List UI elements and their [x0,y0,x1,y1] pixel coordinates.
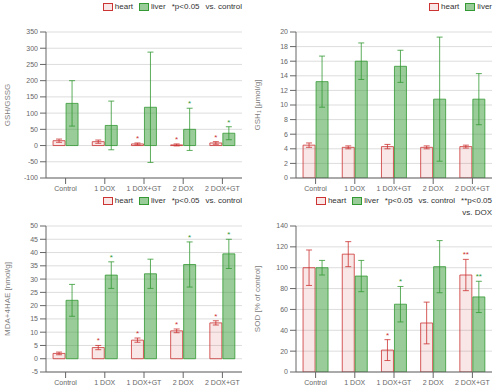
svg-text:150: 150 [26,93,38,100]
svg-text:45: 45 [30,236,38,243]
svg-text:200: 200 [26,77,38,84]
svg-text:250: 250 [26,61,38,68]
svg-text:0: 0 [34,355,38,362]
svg-text:SOD [% of control]: SOD [% of control] [253,266,262,332]
svg-text:14: 14 [280,72,288,79]
svg-text:-50: -50 [28,158,38,165]
svg-text:GSH/GSSG: GSH/GSSG [8,84,12,127]
svg-text:300: 300 [26,45,38,52]
html-text:vs. control: vs. control [205,2,242,11]
svg-text:140: 140 [276,222,288,229]
svg-text:*: * [136,134,139,143]
html-text:liver: liver [151,2,166,11]
svg-text:80: 80 [280,285,288,292]
svg-text:*: * [175,320,178,329]
html-text:heart: heart [327,196,347,205]
svg-text:20: 20 [280,348,288,355]
svg-text:50: 50 [30,126,38,133]
svg-text:10: 10 [280,101,288,108]
svg-text:1 DOX+GT: 1 DOX+GT [127,379,163,386]
svg-text:Control: Control [54,379,77,386]
svg-text:**: ** [463,250,469,259]
html-text:heart: heart [441,2,460,11]
svg-text:*: * [214,312,217,321]
svg-text:0: 0 [284,368,288,375]
svg-text:0: 0 [34,142,38,149]
svg-text:1 DOX: 1 DOX [94,185,115,192]
svg-text:*: * [136,329,139,338]
svg-text:2 DOX: 2 DOX [173,379,194,386]
svg-text:*: * [214,133,217,142]
svg-text:*: * [399,277,402,286]
svg-text:20: 20 [280,28,288,35]
svg-text:GSH₁ [μmol/g]: GSH₁ [μmol/g] [253,80,262,131]
svg-text:15: 15 [30,315,38,322]
svg-text:18: 18 [280,43,288,50]
svg-text:20: 20 [30,302,38,309]
svg-text:2 DOX+GT: 2 DOX+GT [455,379,491,386]
html-text:*p<0.05: *p<0.05 [384,196,413,205]
svg-text:*: * [386,331,389,340]
svg-text:Control: Control [304,379,327,386]
svg-text:1 DOX+GT: 1 DOX+GT [377,185,413,192]
svg-text:-5: -5 [32,368,38,375]
html-text:vs. DOX: vs. DOX [462,208,492,217]
svg-text:6: 6 [284,131,288,138]
svg-text:1 DOX: 1 DOX [94,379,115,386]
svg-text:*: * [227,118,230,127]
svg-text:12: 12 [280,87,288,94]
svg-text:25: 25 [30,289,38,296]
svg-text:40: 40 [280,327,288,334]
svg-text:MDA+4HAE [nmol/g]: MDA+4HAE [nmol/g] [8,262,12,336]
html-text:*p<0.05: *p<0.05 [171,2,200,11]
svg-text:35: 35 [30,262,38,269]
svg-text:30: 30 [30,276,38,283]
svg-text:16: 16 [280,58,288,65]
html-text:*p<0.05: *p<0.05 [171,196,200,205]
html-text:heart: heart [114,2,133,11]
svg-text:*: * [227,230,230,239]
html-text:vs. control: vs. control [418,196,456,205]
svg-text:2 DOX: 2 DOX [423,185,444,192]
svg-text:2 DOX: 2 DOX [173,185,194,192]
svg-text:1 DOX: 1 DOX [344,379,365,386]
svg-text:2 DOX+GT: 2 DOX+GT [205,185,241,192]
svg-text:2: 2 [284,160,288,167]
svg-text:120: 120 [276,243,288,250]
html-text:**p<0.05: **p<0.05 [461,196,492,205]
svg-text:40: 40 [30,249,38,256]
svg-text:350: 350 [26,28,38,35]
svg-text:Control: Control [54,185,77,192]
svg-text:4: 4 [284,145,288,152]
svg-text:**: ** [476,272,482,281]
html-text:vs. control: vs. control [205,196,242,205]
svg-text:1 DOX+GT: 1 DOX+GT [377,379,413,386]
svg-text:*: * [175,135,178,144]
svg-text:-100: -100 [24,174,38,181]
svg-text:50: 50 [30,222,38,229]
html-text:heart: heart [114,196,133,205]
svg-text:8: 8 [284,116,288,123]
svg-text:100: 100 [276,264,288,271]
svg-text:10: 10 [30,329,38,336]
svg-text:2 DOX: 2 DOX [423,379,444,386]
svg-text:*: * [110,253,113,262]
svg-text:1 DOX+GT: 1 DOX+GT [127,185,163,192]
svg-text:*: * [188,233,191,242]
html-text:liver: liver [151,196,166,205]
svg-text:5: 5 [34,342,38,349]
svg-text:2 DOX+GT: 2 DOX+GT [455,185,491,192]
svg-text:Control: Control [304,185,327,192]
svg-text:*: * [188,99,191,108]
html-text:liver: liver [364,196,379,205]
svg-text:2 DOX+GT: 2 DOX+GT [205,379,241,386]
svg-text:0: 0 [284,174,288,181]
svg-text:1 DOX: 1 DOX [344,185,365,192]
svg-text:*: * [97,336,100,345]
html-text:liver: liver [477,2,492,11]
svg-text:60: 60 [280,306,288,313]
svg-text:100: 100 [26,110,38,117]
